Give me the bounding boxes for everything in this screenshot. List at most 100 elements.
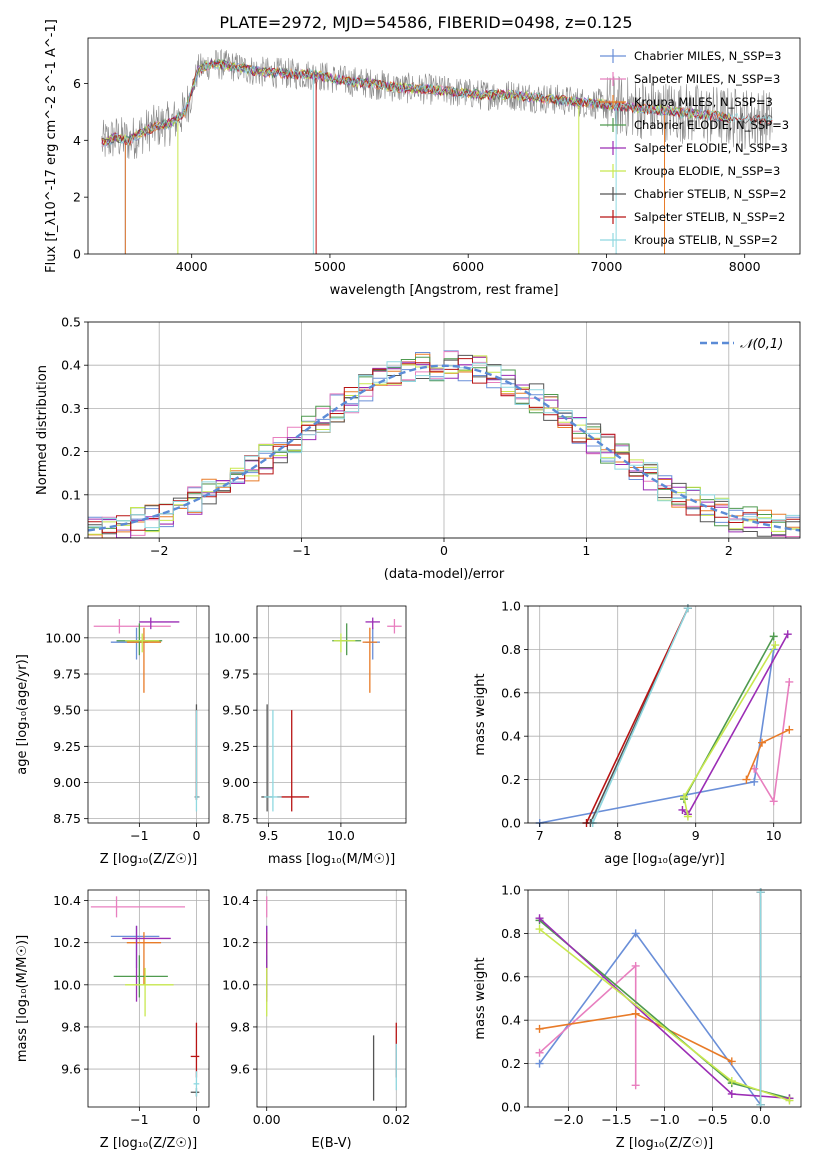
x-tick-label: 0 — [192, 828, 200, 843]
y-tick-label: 10.00 — [45, 630, 81, 645]
x-tick-label: −1.0 — [649, 1112, 679, 1127]
weight-marker — [771, 641, 780, 650]
x-tick-label: 7000 — [591, 259, 623, 274]
y-tick-label: 6 — [73, 76, 81, 91]
marks-layer — [87, 48, 801, 1109]
y-tick-label: 8.75 — [222, 811, 250, 826]
y-tick-label: 0.4 — [61, 358, 81, 373]
x-axis-label: (data-model)/error — [384, 567, 505, 582]
x-tick-label: 4000 — [176, 259, 208, 274]
weight-marker — [742, 775, 751, 784]
axes-frame — [87, 37, 801, 255]
x-tick-label: 0.0 — [751, 1112, 771, 1127]
x-axis-label: Z [log₁₀(Z/Z☉)] — [616, 1136, 713, 1151]
weight-marker — [785, 677, 794, 686]
axes-frame — [87, 605, 210, 824]
weight-marker — [727, 1057, 736, 1066]
weight-marker — [631, 929, 640, 938]
figure-title: PLATE=2972, MJD=54586, FIBERID=0498, z=0… — [219, 13, 632, 32]
weight-marker — [535, 914, 544, 923]
y-tick-label: 1.0 — [501, 599, 521, 614]
x-tick-label: 10.0 — [327, 828, 355, 843]
y-tick-label: 9.75 — [222, 666, 250, 681]
x-tick-label: −1.5 — [601, 1112, 631, 1127]
spectrum-model-line — [101, 60, 773, 148]
y-tick-label: 0.1 — [61, 487, 81, 502]
weight-marker — [758, 738, 766, 747]
x-tick-label: 10 — [766, 828, 782, 843]
y-tick-label: 10.00 — [214, 630, 250, 645]
y-tick-label: 9.25 — [222, 739, 250, 754]
legend-label: 𝒩(0,1) — [740, 337, 783, 352]
y-tick-label: 0.0 — [501, 1100, 521, 1115]
normal-curve-line — [87, 364, 801, 532]
legend-label: Chabrier STELIB, N_SSP=2 — [634, 187, 786, 201]
weight-marker — [769, 797, 778, 806]
x-tick-label: 9.5 — [259, 828, 279, 843]
y-tick-label: 0.0 — [61, 531, 81, 546]
y-tick-label: 0.4 — [501, 1013, 521, 1028]
x-axis-label: Z [log₁₀(Z/Z☉)] — [100, 852, 197, 867]
x-axis-label: E(B-V) — [311, 1136, 351, 1151]
legend-label: Salpeter MILES, N_SSP=3 — [634, 72, 780, 86]
y-tick-label: 10.0 — [53, 977, 81, 992]
y-tick-label: 2 — [73, 190, 81, 205]
histogram-line — [88, 361, 800, 529]
y-tick-label: 0.2 — [61, 444, 81, 459]
y-tick-label: 9.8 — [61, 1019, 81, 1034]
weight-marker — [769, 632, 778, 641]
x-tick-label: 8 — [614, 828, 622, 843]
y-tick-label: 0.4 — [501, 729, 521, 744]
weight-marker — [535, 1024, 544, 1033]
x-tick-label: 9 — [692, 828, 700, 843]
x-tick-label: 0.02 — [382, 1112, 410, 1127]
axes-frame — [256, 889, 407, 1108]
y-tick-label: 0.2 — [501, 1056, 521, 1071]
y-tick-label: 9.50 — [222, 703, 250, 718]
y-axis-label: mass weight — [473, 673, 488, 755]
axes-frame — [87, 889, 210, 1108]
weight-marker — [785, 1096, 794, 1105]
weight-marker — [750, 777, 759, 786]
y-axis-label: mass [log₁₀(M/M☉)] — [15, 935, 30, 1062]
y-tick-label: 1.0 — [501, 883, 521, 898]
x-tick-label: −0.5 — [697, 1112, 727, 1127]
weight-marker — [756, 888, 765, 897]
weight-marker — [678, 805, 687, 814]
x-tick-label: 1 — [582, 543, 590, 558]
y-axis-label: Flux [f_λ10^-17 erg cm^-2 s^-1 A^-1] — [44, 19, 59, 273]
x-tick-label: −2 — [150, 543, 168, 558]
x-tick-label: −1 — [130, 1112, 148, 1127]
weight-marker — [727, 1076, 736, 1085]
y-tick-label: 10.0 — [222, 977, 250, 992]
weight-marker — [535, 925, 544, 934]
weight-marker — [631, 1081, 640, 1090]
x-tick-label: 6000 — [452, 259, 484, 274]
weight-marker — [783, 630, 792, 639]
axes-frame — [256, 605, 407, 824]
x-tick-label: 5000 — [314, 259, 346, 274]
legend-label: Salpeter ELODIE, N_SSP=3 — [634, 141, 788, 155]
y-tick-label: 0.8 — [501, 926, 521, 941]
x-axis-label: wavelength [Angstrom, rest frame] — [330, 283, 559, 298]
weight-marker — [727, 1089, 736, 1098]
y-tick-label: 10.4 — [222, 893, 250, 908]
weight-marker — [535, 1048, 544, 1057]
y-tick-label: 9.00 — [53, 775, 81, 790]
y-tick-label: 0 — [73, 247, 81, 262]
weight-marker — [631, 961, 640, 970]
y-tick-label: 9.6 — [230, 1062, 250, 1077]
y-tick-label: 9.00 — [222, 775, 250, 790]
y-axis-label: age [log₁₀(age/yr)] — [15, 654, 30, 775]
y-tick-label: 0.6 — [501, 969, 521, 984]
y-tick-label: 4 — [73, 133, 81, 148]
x-axis-label: age [log₁₀(age/yr)] — [604, 852, 725, 867]
weight-marker — [683, 604, 692, 613]
weight-marker — [680, 792, 688, 801]
weight-line — [591, 607, 689, 824]
y-tick-label: 0.0 — [501, 816, 521, 831]
x-tick-label: 0.00 — [253, 1112, 281, 1127]
weight-marker — [631, 1009, 640, 1018]
